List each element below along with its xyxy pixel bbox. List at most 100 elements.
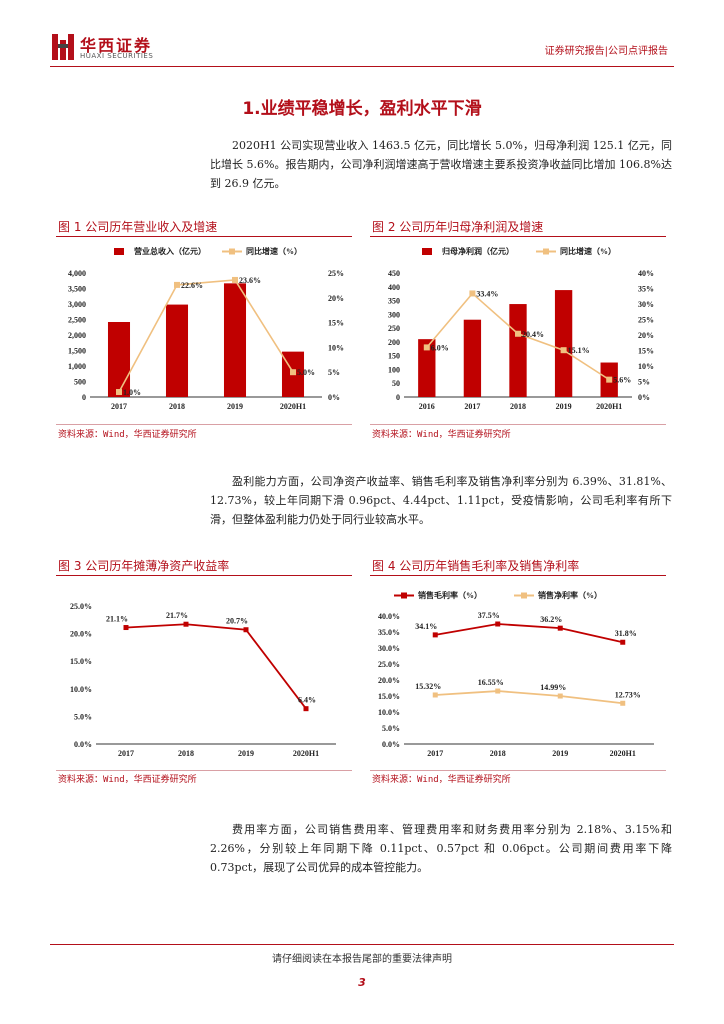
y-tick-label-left: 4,000 xyxy=(68,269,86,278)
y-tick-label: 10.0% xyxy=(70,685,92,694)
y-tick-label: 30.0% xyxy=(378,644,400,653)
x-tick-label: 2019 xyxy=(556,402,572,411)
section-title: 1.业绩平稳增长，盈利水平下滑 xyxy=(242,99,482,119)
figure-1-source: 资料来源：Wind，华西证券研究所 xyxy=(58,430,197,440)
y-tick-label-left: 0 xyxy=(396,393,400,402)
data-label: 14.99% xyxy=(540,683,566,692)
y-tick-label-left: 250 xyxy=(388,324,400,333)
y-tick-label-right: 0% xyxy=(638,393,650,402)
y-tick-label-right: 25% xyxy=(638,316,654,325)
x-tick-label: 2020H1 xyxy=(280,402,306,411)
legend-swatch xyxy=(114,248,124,255)
x-tick-label: 2016 xyxy=(419,402,435,411)
legend-marker xyxy=(401,592,407,599)
growth-point xyxy=(469,290,476,297)
figure-2-source: 资料来源：Wind，华西证券研究所 xyxy=(372,430,511,440)
y-tick-label-right: 10% xyxy=(638,362,654,371)
y-tick-label: 5.0% xyxy=(382,724,400,733)
y-tick-label-right: 20% xyxy=(328,294,344,303)
legend-label: 归母净利润（亿元） xyxy=(442,246,514,256)
source-rule xyxy=(56,424,352,425)
source-rule xyxy=(56,770,352,771)
y-tick-label: 25.0% xyxy=(70,602,92,611)
data-label: 33.4% xyxy=(476,289,498,298)
y-tick-label-right: 20% xyxy=(638,331,654,340)
paragraph-profitability: 盈利能力方面，公司净资产收益率、销售毛利率及销售净利率分别为 6.39%、31.… xyxy=(210,475,672,526)
chart-net-profit-growth: 归母净利润（亿元） 同比增速（%） 0 50 100 150 200 250 300 350 400… xyxy=(388,246,654,411)
growth-point xyxy=(423,344,430,351)
y-tick-label: 15.0% xyxy=(70,657,92,666)
y-tick-label-left: 0 xyxy=(82,393,86,402)
growth-point xyxy=(560,347,567,354)
y-tick-label: 20.0% xyxy=(70,630,92,639)
y-tick-label-left: 2,000 xyxy=(68,331,86,340)
y-tick-label-right: 5% xyxy=(328,368,340,377)
page-number: 3 xyxy=(358,976,366,989)
logo-english-name: HUAXI SECURITIES xyxy=(80,52,154,60)
paragraph-expense: 费用率方面，公司销售费用率、管理费用率和财务费用率分别为 2.18%、3.15%… xyxy=(210,823,672,874)
series-point xyxy=(243,627,249,633)
chart-bar xyxy=(463,319,482,397)
data-label: 36.2% xyxy=(540,615,562,624)
growth-point xyxy=(290,369,296,376)
chart-bar xyxy=(509,304,527,397)
data-label: 5.0% xyxy=(297,368,315,377)
series-line xyxy=(435,690,623,705)
y-tick-label: 5.0% xyxy=(74,712,92,721)
y-tick-label-left: 300 xyxy=(388,310,400,319)
figure-3-source: 资料来源：Wind，华西证券研究所 xyxy=(58,775,197,785)
x-tick-label: 2020H1 xyxy=(610,749,636,758)
legend-marker xyxy=(229,248,235,255)
legend-swatch xyxy=(422,248,432,255)
series-point xyxy=(123,625,129,631)
y-tick-label: 35.0% xyxy=(378,628,400,637)
series-point xyxy=(432,692,438,698)
series-line xyxy=(435,623,623,644)
series-point xyxy=(620,700,626,706)
legend-marker xyxy=(521,592,527,599)
series-point xyxy=(495,621,501,627)
y-tick-label: 20.0% xyxy=(378,676,400,685)
chart-bar xyxy=(418,339,436,397)
chart-bar xyxy=(165,304,189,397)
footer-divider xyxy=(50,944,674,945)
legend-label: 销售毛利率（%） xyxy=(418,590,482,600)
data-label: 37.5% xyxy=(478,611,500,620)
data-label: 1.0% xyxy=(123,388,141,397)
y-tick-label-left: 450 xyxy=(388,269,400,278)
figure-3-title: 图 3 公司历年摊薄净资产收益率 xyxy=(58,559,230,573)
series-point xyxy=(620,639,626,645)
growth-line xyxy=(118,279,294,393)
y-tick-label-left: 3,500 xyxy=(68,285,86,294)
growth-point xyxy=(174,281,180,288)
data-label: 6.4% xyxy=(298,696,316,705)
figure-4-source: 资料来源：Wind，华西证券研究所 xyxy=(372,775,511,785)
x-tick-label: 2017 xyxy=(111,402,127,411)
figure-2-title: 图 2 公司历年归母净利润及增速 xyxy=(372,220,544,234)
y-tick-label: 40.0% xyxy=(378,612,400,621)
series-point xyxy=(303,706,309,712)
y-tick-label-left: 150 xyxy=(388,352,400,361)
series-point xyxy=(495,688,501,694)
y-tick-label-right: 15% xyxy=(638,347,654,356)
source-rule xyxy=(370,770,666,771)
growth-point xyxy=(232,276,238,283)
series-point xyxy=(557,625,563,631)
figure-1-title-rule xyxy=(56,236,352,237)
data-label: 34.1% xyxy=(415,622,437,631)
data-label: 22.6% xyxy=(181,281,203,290)
legend-label: 同比增速（%） xyxy=(246,246,302,256)
logo-chinese-name: 华西证券 xyxy=(80,36,153,55)
x-tick-label: 2018 xyxy=(178,749,194,758)
report-type-label: 证券研究报告|公司点评报告 xyxy=(544,46,668,57)
y-tick-label-right: 5% xyxy=(638,378,650,387)
data-label: 15.32% xyxy=(415,682,441,691)
chart-bar xyxy=(107,322,131,397)
y-tick-label-left: 400 xyxy=(388,283,400,292)
legend-label: 营业总收入（亿元） xyxy=(134,246,206,256)
growth-point xyxy=(116,389,122,396)
data-label: 23.6% xyxy=(239,276,261,285)
series-line xyxy=(125,623,307,710)
chart-bar xyxy=(554,290,573,397)
y-tick-label: 15.0% xyxy=(378,692,400,701)
